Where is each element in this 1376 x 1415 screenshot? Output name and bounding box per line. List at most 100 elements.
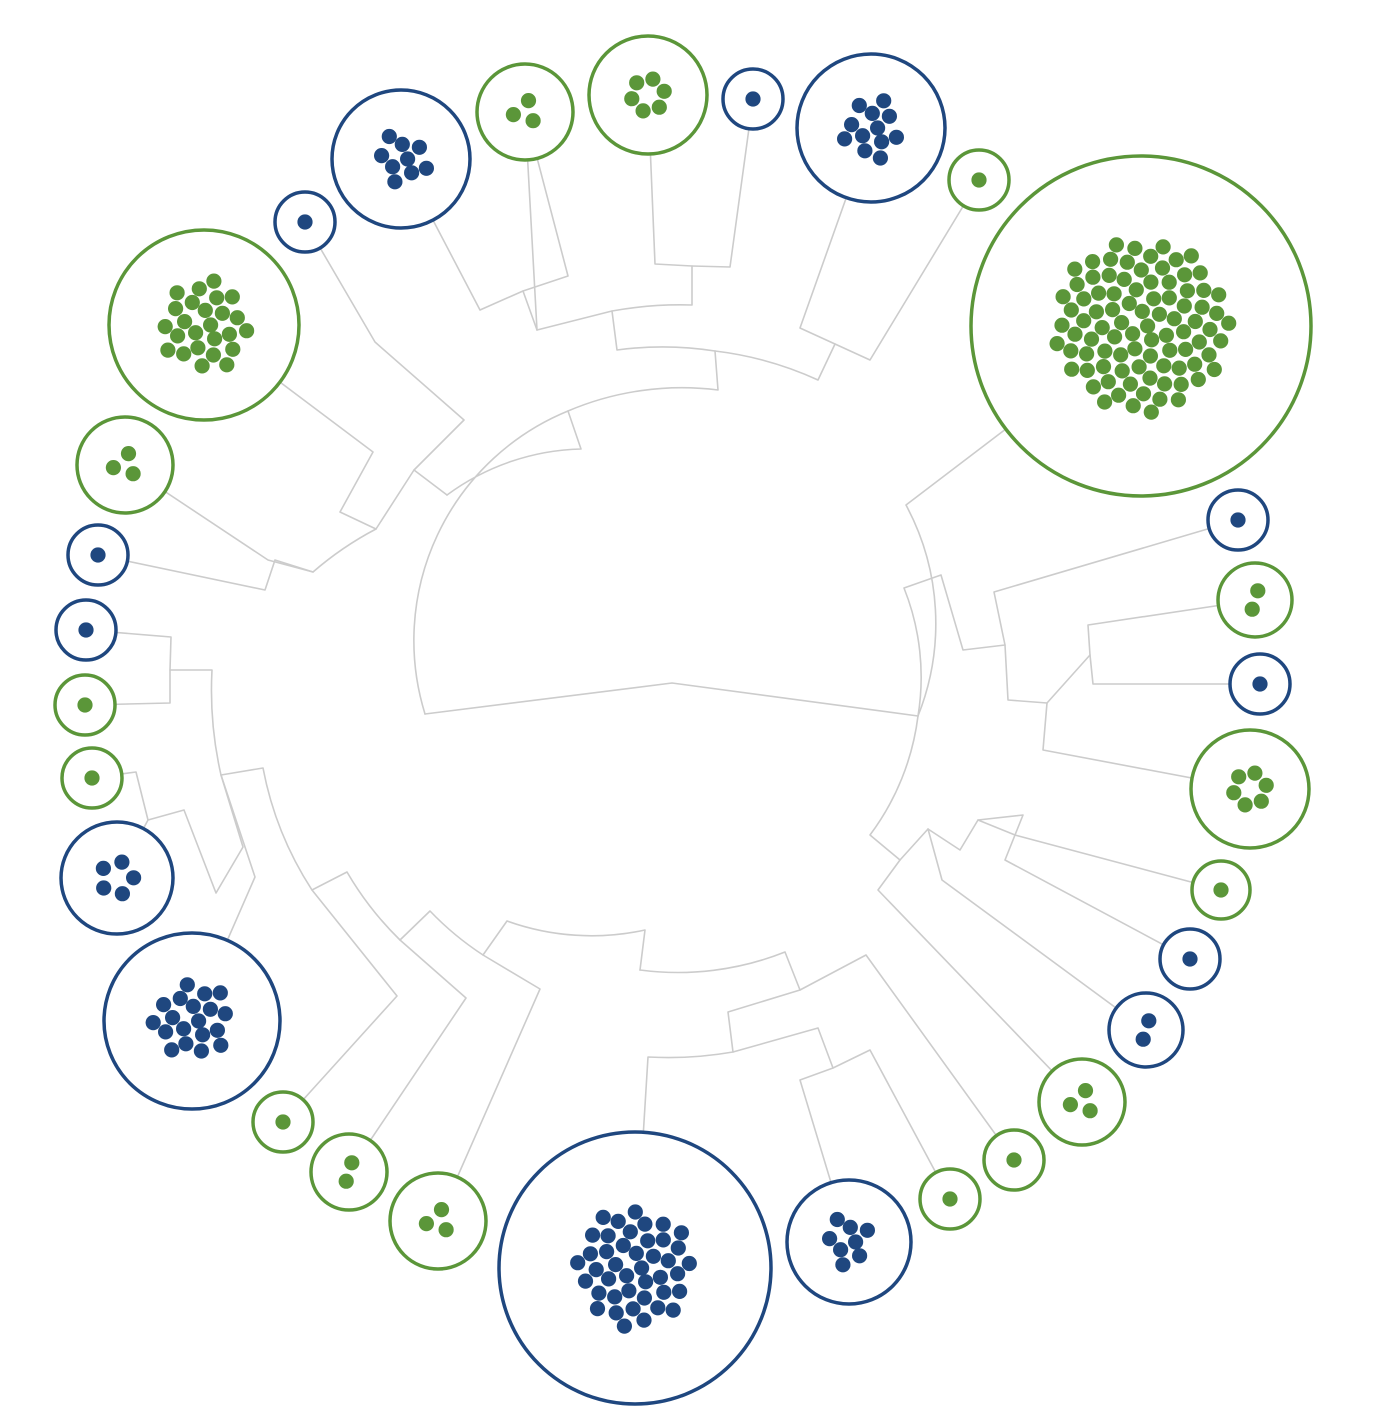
tree-branch — [304, 221, 465, 496]
cell-dot — [1111, 387, 1127, 403]
tree-branch — [203, 324, 415, 530]
cell-dot — [1209, 305, 1225, 321]
cell-dot — [835, 1257, 851, 1273]
cell-dot — [1069, 276, 1085, 293]
cell-dot — [191, 281, 207, 297]
cell-dot — [160, 342, 176, 358]
cell-dot — [1135, 1031, 1151, 1047]
cell-dot — [1176, 298, 1192, 314]
cell-dot — [874, 134, 890, 150]
cell-dot — [176, 1021, 192, 1037]
cell-dot — [1095, 359, 1112, 375]
tree-branch — [639, 951, 850, 1243]
tree-branch — [191, 767, 313, 1022]
cell-dot — [225, 341, 241, 357]
cell-dot — [616, 1318, 633, 1334]
cell-dot — [672, 1283, 688, 1299]
cell-dot — [665, 1302, 681, 1318]
cell-dot — [842, 1219, 858, 1235]
cell-dot — [145, 1015, 161, 1031]
cell-dot — [90, 547, 106, 563]
cell-dot — [1170, 392, 1186, 408]
cell-dot — [1063, 302, 1079, 318]
cell-dot — [1054, 317, 1070, 333]
cell-dot — [213, 1037, 229, 1053]
tree-branch — [714, 179, 980, 381]
cell-dot — [125, 466, 141, 482]
cell-dot — [570, 1255, 586, 1271]
cell-dot — [1142, 370, 1158, 386]
cell-dot — [1131, 359, 1147, 375]
cell-dot — [624, 91, 640, 107]
cell-dot — [1157, 376, 1173, 392]
clone-node-c01 — [947, 148, 1011, 212]
cell-dot — [1178, 341, 1194, 357]
clone-node-c10 — [1037, 1057, 1127, 1147]
cell-dot — [851, 97, 867, 114]
cell-dot — [1190, 371, 1206, 388]
cell-dot — [655, 1216, 671, 1232]
cell-dot — [219, 357, 235, 373]
cell-dot — [1064, 361, 1080, 377]
clone-node-c28 — [475, 62, 575, 162]
cell-dot — [184, 294, 200, 311]
cell-dot — [1252, 676, 1268, 692]
cell-dot — [1134, 303, 1150, 319]
cell-dot — [214, 305, 230, 321]
cell-dot — [1067, 261, 1083, 277]
cell-dot — [848, 1234, 864, 1250]
cell-dot — [607, 1289, 623, 1305]
cell-dot — [1076, 313, 1092, 329]
cell-dot — [195, 1027, 211, 1043]
cell-dot — [660, 1253, 676, 1269]
clone-node-c24 — [75, 415, 175, 515]
cell-dot — [344, 1155, 360, 1171]
cell-dot — [179, 977, 195, 993]
tree-branch — [97, 554, 314, 591]
cell-dot — [640, 1233, 656, 1249]
clone-node-c22 — [54, 598, 118, 662]
cell-dot — [635, 103, 651, 119]
cell-dot — [1177, 267, 1193, 283]
cell-dot — [193, 1043, 209, 1059]
cell-dot — [438, 1222, 454, 1238]
cell-dot — [95, 860, 111, 877]
cell-dot — [859, 1222, 876, 1238]
tree-branch — [977, 814, 1191, 960]
clone-node-c31 — [795, 52, 947, 204]
clone-node-c16 — [309, 1132, 389, 1212]
cell-dot — [1213, 882, 1229, 898]
cell-dot — [1085, 269, 1101, 285]
cell-dot — [1076, 291, 1092, 307]
clone-node-c11 — [982, 1128, 1046, 1192]
cell-dot — [645, 71, 661, 87]
cell-dot — [622, 1224, 638, 1240]
cell-dot — [1091, 285, 1107, 301]
clone-node-c20 — [60, 746, 124, 810]
cell-dot — [207, 331, 223, 347]
cell-dot — [387, 174, 403, 190]
clone-node-c18 — [102, 931, 282, 1111]
cell-dot — [636, 1312, 652, 1328]
cell-dot — [188, 325, 204, 341]
cell-dot — [105, 460, 121, 476]
clone-node-c14 — [497, 1130, 773, 1406]
clone-node-c06 — [1189, 728, 1311, 850]
cell-dot — [625, 1301, 641, 1317]
cell-dot — [1187, 313, 1203, 330]
cell-dot — [1067, 326, 1083, 342]
clone-ring — [1189, 728, 1311, 850]
cell-dot — [876, 93, 892, 109]
cell-dot — [1247, 765, 1263, 781]
cell-dot — [190, 340, 206, 356]
cell-dot — [1179, 283, 1195, 299]
cell-dot — [599, 1244, 615, 1260]
clone-node-c03 — [1206, 488, 1270, 552]
cell-dot — [1116, 271, 1132, 287]
tree-branch — [634, 1051, 734, 1269]
clone-ring — [1107, 991, 1185, 1069]
cell-dot — [681, 1255, 697, 1272]
cell-dot — [1146, 291, 1162, 307]
cell-dot — [610, 1213, 626, 1229]
cell-dot — [615, 1237, 631, 1254]
